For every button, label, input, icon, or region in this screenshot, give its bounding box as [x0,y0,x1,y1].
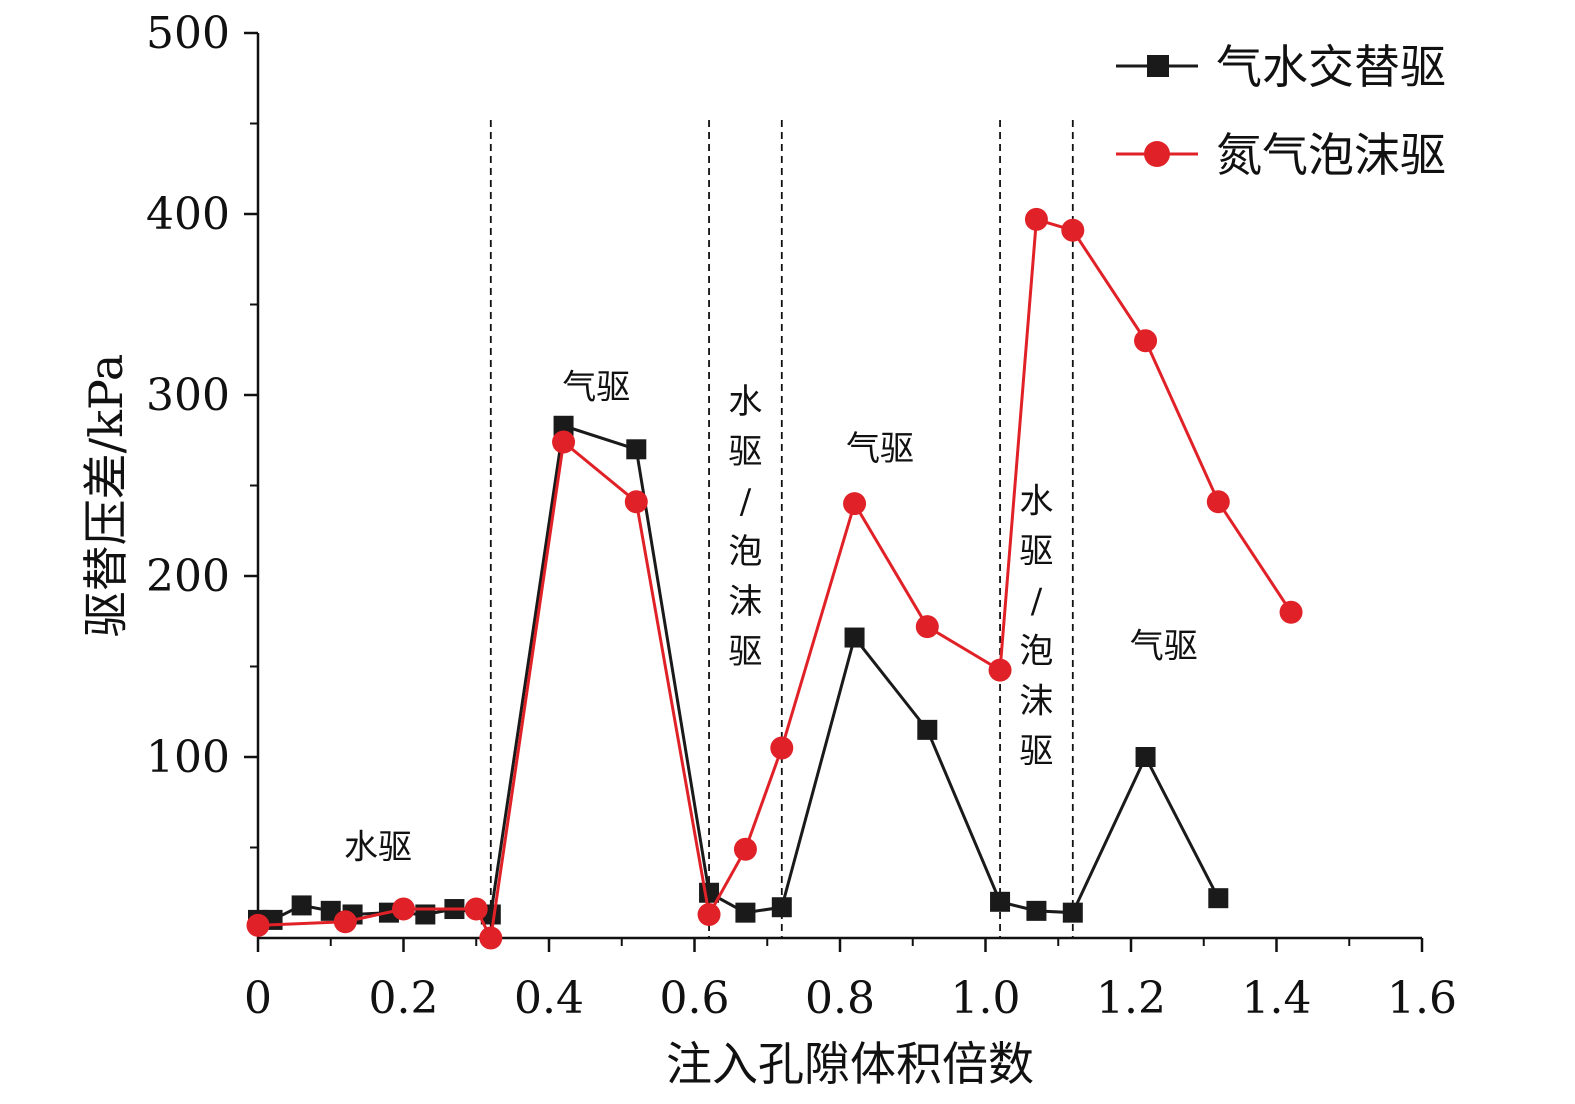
data-point-square [1062,902,1083,923]
y-tick-label: 300 [146,370,230,421]
phase-label-char: / [740,482,752,522]
data-point-square [844,627,865,648]
x-tick-label: 1.0 [951,973,1021,1024]
data-point-circle [1279,600,1303,624]
phase-label-char: 水 [1019,482,1053,522]
x-tick-label: 0 [244,973,272,1024]
data-point-square [1208,888,1229,909]
x-tick-label: 0.6 [660,973,730,1024]
legend-item: 气水交替驱 [1116,40,1446,94]
phase-label: 水驱/泡沫驱 [1019,482,1053,772]
data-point-square [771,897,792,918]
legend-label: 气水交替驱 [1216,40,1446,94]
phase-label-char: 沫 [1019,682,1053,722]
phase-label: 气驱 [846,429,914,469]
phase-label-char: 水 [728,382,762,422]
data-point-circle [392,897,415,921]
phase-label-char: 泡 [1019,632,1053,672]
phase-label-char: / [1031,582,1043,622]
data-point-square [553,415,574,436]
data-point-circle [770,736,794,760]
series-2 [246,207,1303,950]
data-point-circle [552,430,576,454]
data-point-square [415,904,436,925]
x-tick-label: 1.4 [1242,973,1312,1024]
x-tick-label: 1.2 [1096,973,1166,1024]
phase-label-char: 沫 [728,582,762,622]
data-point-square [1135,747,1156,767]
phase-label-char: 泡 [728,532,762,572]
phase-label-char: 驱 [728,432,762,472]
x-tick-label: 0.4 [514,973,584,1024]
data-point-circle [333,910,357,934]
axes: 0 0.2 0.4 0.6 0.8 1.0 1.2 1.4 1.6 100 200 300 400 500… [79,8,1457,1091]
y-tick-label: 200 [146,551,230,602]
legend-marker-circle [1144,141,1170,167]
data-point-square [735,902,756,923]
data-point-square [917,719,938,740]
phase-label: 水驱 [344,827,412,867]
data-point-square [990,891,1011,912]
legend-marker-square [1147,55,1169,77]
x-tick-label: 0.8 [805,973,875,1024]
data-point-circle [1134,329,1158,353]
series-line [257,217,1293,943]
data-point-circle [464,897,488,921]
x-axis-title: 注入孔隙体积倍数 [666,1037,1034,1091]
phase-label: 气驱 [1130,626,1198,666]
y-tick-label: 500 [146,8,230,59]
data-point-circle [1024,207,1048,231]
data-point-circle [988,658,1012,682]
data-point-square [1026,900,1047,921]
phase-label-char: 驱 [728,632,762,672]
phase-label: 水驱/泡沫驱 [728,382,762,672]
data-point-square [626,439,647,460]
phase-label-char: 驱 [1019,732,1053,772]
x-tick-label: 1.6 [1387,973,1457,1024]
legend-item: 氮气泡沫驱 [1116,128,1446,182]
phase-label-char: 驱 [1019,532,1053,572]
data-point-circle [479,926,503,950]
phase-dividers [489,120,1074,938]
y-axis-title: 驱替压差/kPa [79,354,133,638]
phase-label: 气驱 [562,368,630,408]
y-tick-label: 100 [146,732,230,783]
series-layer [246,207,1303,950]
x-tick-label: 0.2 [369,973,439,1024]
data-point-circle [1206,490,1230,514]
data-point-circle [915,615,939,639]
y-tick-label: 400 [146,189,230,240]
data-point-circle [246,913,270,937]
data-point-circle [1061,218,1085,242]
data-point-circle [697,902,721,926]
data-point-square [291,895,312,916]
data-point-circle [624,490,648,514]
data-point-circle [843,492,867,516]
data-point-circle [733,837,757,861]
legend-label: 氮气泡沫驱 [1216,128,1446,182]
